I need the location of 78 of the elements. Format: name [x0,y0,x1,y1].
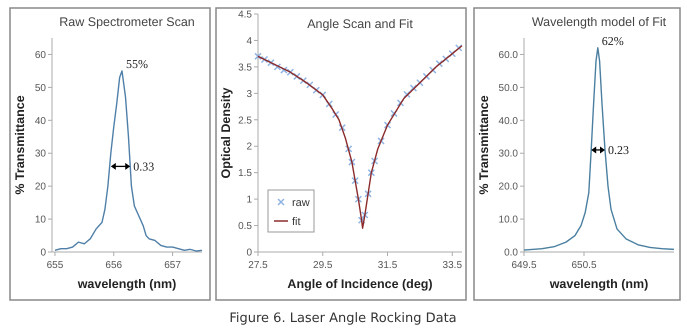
point [368,168,376,176]
point [455,44,463,52]
annotation: 0.23 [608,142,629,157]
x-tick-label: 31.5 [378,260,398,271]
point [384,121,392,129]
x-tick-label: 650.5 [571,260,597,271]
chart-title: Wavelength model of Fit [532,15,667,29]
y-tick-label: 30.0 [498,148,518,160]
y-tick-label: 40 [34,116,46,127]
point [300,76,308,84]
point [293,72,301,80]
y-tick-label: 50.0 [498,82,518,94]
x-axis-title: wavelength (nm) [76,277,176,291]
y-tick-label: 20.0 [498,182,518,193]
y-axis-title: % Transmittance [13,95,27,195]
point [338,124,346,132]
chart-title: Raw Spectrometer Scan [59,15,195,29]
x-tick-label: 33.5 [442,260,462,271]
y-axis-title: % Transmittance [477,95,491,195]
x-tick-label: 649.5 [511,260,537,271]
legend-label: raw [292,197,310,209]
point [396,99,404,107]
y-tick-label: 1.5 [238,168,252,180]
annotation: 0.33 [133,159,154,174]
point [403,90,411,98]
y-tick-label: 60 [34,50,46,61]
y-tick-label: 2 [246,142,252,153]
y-tick-label: 0 [40,248,46,258]
point [358,216,366,224]
point [312,86,320,94]
y-tick-label: 3 [246,88,252,100]
y-tick-label: 2.5 [238,115,252,126]
x-tick-label: 27.5 [248,260,268,271]
annotation: 55% [126,56,148,71]
line-series [54,70,203,252]
y-tick-label: 30 [34,148,46,160]
y-tick-label: 10 [34,214,46,226]
caption: Figure 6. Laser Angle Rocking Data [229,311,457,326]
x-tick-label: 656 [105,260,123,271]
point [364,190,372,198]
y-tick-label: 3.5 [238,62,252,74]
y-tick-label: 4.5 [238,10,252,20]
y-tick-label: 0.0 [504,248,518,258]
y-tick-label: 4 [246,36,252,47]
y-tick-label: 20 [34,182,46,193]
point [370,157,378,165]
y-tick-label: 10.0 [498,214,518,226]
y-tick-label: 50 [34,82,46,94]
point [436,60,444,68]
legend-label: fit [292,216,301,228]
line-series [257,45,463,229]
annotation: 62% [602,34,624,48]
point [348,158,356,166]
x-tick-label: 29.5 [313,260,333,271]
point [306,81,314,89]
y-axis-title: Optical Density [219,87,233,178]
x-axis-title: wavelength (nm) [548,277,648,291]
point [448,50,456,58]
point [332,110,340,118]
point [319,91,327,99]
point [390,110,398,118]
y-tick-label: 60.0 [498,50,518,61]
x-axis-title: Angle of Incidence (deg) [287,277,433,291]
chart-title: Angle Scan and Fit [307,17,414,31]
point [354,195,362,203]
point [442,55,450,63]
point [410,84,418,92]
y-tick-label: 0.5 [238,221,252,232]
point [377,137,385,145]
point [325,100,333,108]
y-tick-label: 0 [246,248,252,258]
x-tick-label: 655 [46,260,64,271]
y-tick-label: 1 [246,194,252,206]
x-tick-label: 657 [164,260,182,271]
y-tick-label: 40.0 [498,116,518,127]
point [344,145,352,153]
point [361,211,369,219]
point [351,176,359,184]
